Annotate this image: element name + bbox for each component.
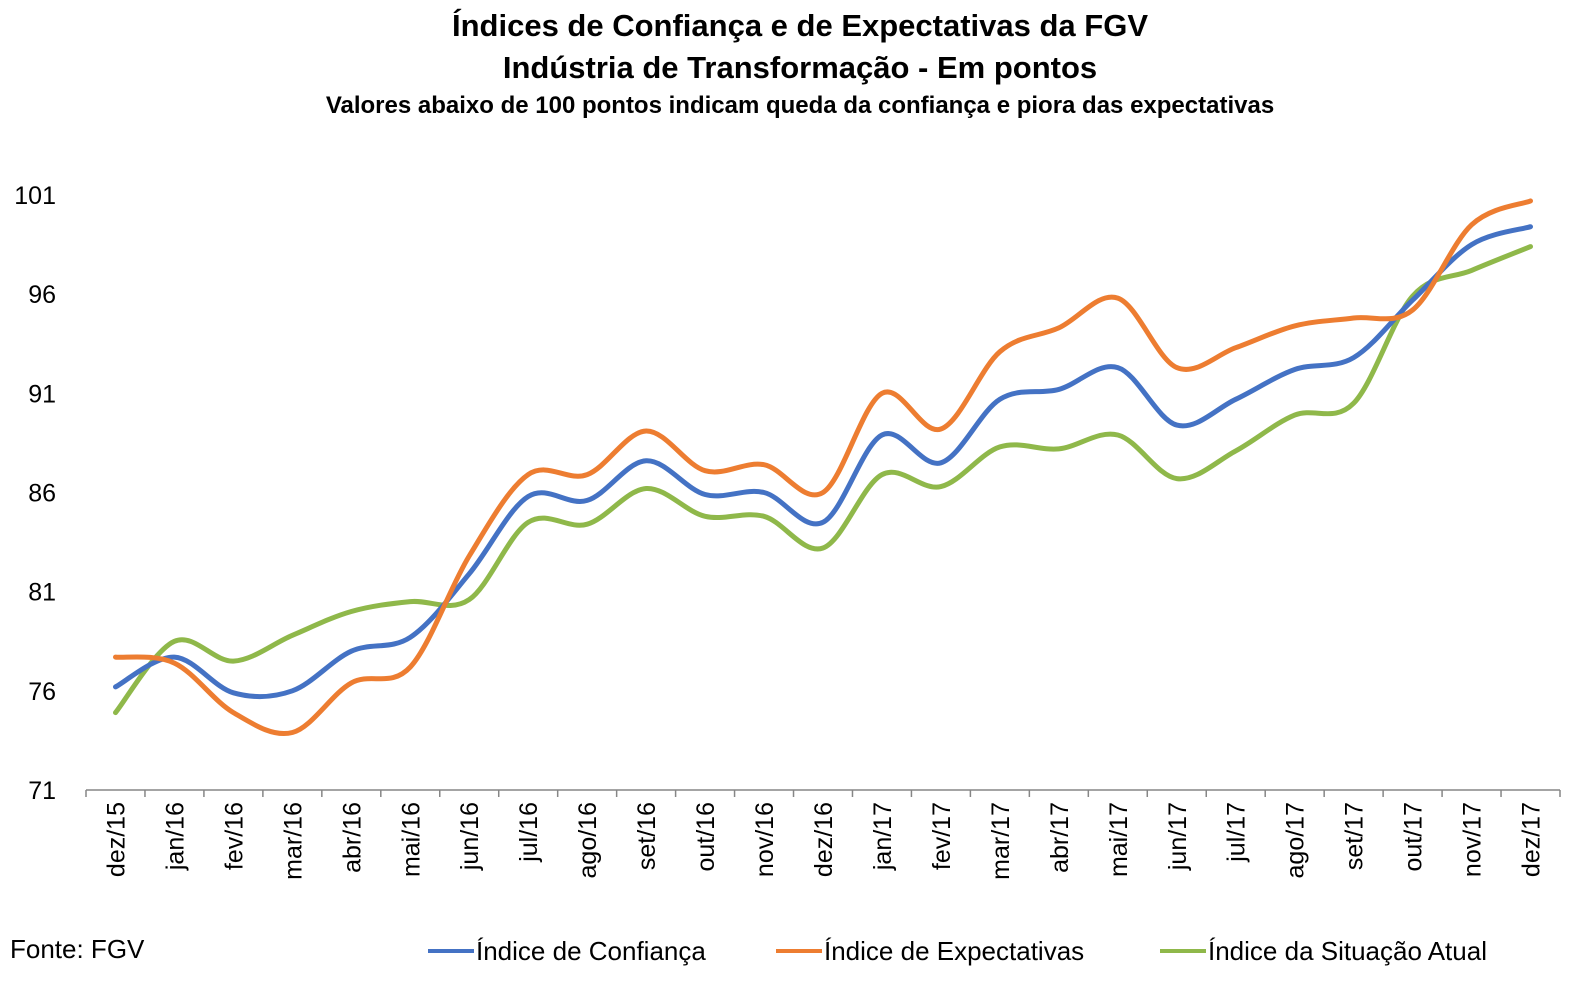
series-line-1: [113, 198, 1533, 736]
legend-label-confianca: Índice de Confiança: [476, 935, 706, 966]
x-tick-label: dez/17: [1518, 802, 1546, 877]
x-tick-label: mar/17: [987, 802, 1015, 880]
chart-note: Valores abaixo de 100 pontos indicam que…: [325, 92, 1275, 119]
x-tick-label: jan/17: [869, 802, 897, 871]
x-tick-label: mai/16: [397, 802, 425, 877]
x-tick-label: abr/16: [338, 802, 366, 873]
legend-swatch-expectativas: [776, 949, 822, 953]
y-tick-label: 86: [28, 480, 56, 508]
chart-titles: Índices de Confiança e de Expectativas d…: [0, 4, 1581, 124]
x-tick-label: jan/16: [161, 802, 189, 871]
x-tick-label: out/16: [692, 802, 720, 872]
x-tick-label: nov/17: [1459, 802, 1487, 877]
y-tick-label: 91: [28, 380, 56, 408]
legend-item-situacao-atual: Índice da Situação Atual: [1160, 934, 1487, 968]
x-tick-label: out/17: [1400, 802, 1428, 872]
x-tick-label: dez/15: [102, 802, 130, 877]
legend-label-situacao-atual: Índice da Situação Atual: [1208, 935, 1487, 966]
x-tick-label: abr/17: [1046, 802, 1074, 873]
legend-swatch-situacao-atual: [1160, 949, 1206, 953]
y-tick-label: 76: [28, 678, 56, 706]
y-tick-label: 81: [28, 579, 56, 607]
legend-item-expectativas: Índice de Expectativas: [776, 934, 1084, 968]
legend-item-confianca: Índice de Confiança: [428, 934, 706, 968]
x-tick-label: ago/16: [574, 802, 602, 878]
legend-swatch-confianca: [428, 949, 474, 953]
y-tick-label: 71: [28, 777, 56, 805]
y-tick-label: 101: [14, 182, 56, 210]
y-tick-label: 96: [28, 281, 56, 309]
series-line-2: [113, 244, 1533, 716]
x-tick-label: jun/16: [456, 802, 484, 871]
plot-area: [113, 198, 1533, 736]
chart-title: Índices de Confiança e de Expectativas d…: [451, 8, 1149, 43]
source-note: Fonte: FGV: [10, 934, 145, 964]
x-tick-label: mai/17: [1105, 802, 1133, 877]
x-tick-label: ago/17: [1282, 802, 1310, 878]
chart-subtitle: Indústria de Transformação - Em pontos: [502, 50, 1098, 85]
axes: 71 76 81 86 91 96 101 dez/15 jan/16 fev/16 mar/16 a…: [14, 182, 1561, 880]
x-tick-label: fev/17: [928, 802, 956, 870]
legend-label-expectativas: Índice de Expectativas: [824, 935, 1085, 966]
x-tick-label: nov/16: [751, 802, 779, 877]
x-tick-label: jul/16: [515, 802, 543, 863]
x-tick-label: dez/16: [810, 802, 838, 877]
x-tick-label: set/16: [633, 802, 661, 870]
x-tick-label: set/17: [1341, 802, 1369, 870]
x-tick-label: jul/17: [1223, 802, 1251, 863]
x-tick-label: jun/17: [1164, 802, 1192, 871]
x-tick-label: mar/16: [279, 802, 307, 880]
series-line-0: [113, 224, 1533, 700]
x-tick-label: fev/16: [220, 802, 248, 870]
